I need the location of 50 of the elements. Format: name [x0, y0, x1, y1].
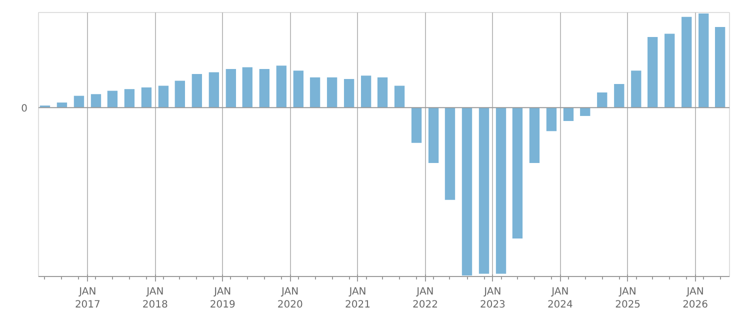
bar — [74, 96, 84, 108]
bar — [478, 108, 490, 274]
bar — [107, 90, 118, 108]
bar — [360, 76, 372, 108]
bar — [411, 108, 422, 143]
bar — [310, 77, 320, 108]
bar — [682, 16, 692, 108]
bar — [192, 74, 202, 108]
bar — [512, 108, 523, 239]
x-tick-label: JAN 2026 — [682, 286, 708, 311]
bar — [259, 68, 270, 108]
bar — [714, 26, 726, 108]
bar — [293, 70, 304, 108]
bar — [90, 94, 102, 108]
ref-line-label: 0 — [21, 104, 28, 115]
bar — [242, 67, 252, 108]
bar — [698, 14, 709, 108]
bar — [648, 37, 658, 108]
x-tick-label: JAN 2022 — [412, 286, 438, 311]
x-tick-label: JAN 2021 — [345, 286, 370, 311]
bar — [546, 108, 557, 132]
bar — [344, 79, 354, 108]
bar — [394, 86, 405, 108]
bar — [563, 108, 574, 121]
bar — [141, 87, 152, 108]
bar — [664, 34, 675, 108]
bar — [276, 66, 286, 108]
bar — [428, 108, 439, 163]
bar — [226, 68, 236, 108]
bar — [326, 77, 338, 108]
bar — [124, 89, 135, 108]
bar — [444, 108, 456, 200]
x-tick-label: JAN 2018 — [142, 286, 168, 311]
bar — [462, 108, 472, 276]
x-tick-label: JAN 2025 — [615, 286, 641, 311]
bar — [597, 92, 608, 108]
x-tick-label: JAN 2020 — [277, 286, 303, 311]
x-tick-label: JAN 2023 — [480, 286, 506, 311]
bar — [580, 108, 590, 116]
bar — [529, 108, 540, 163]
bar — [174, 80, 185, 108]
x-tick-label: JAN 2017 — [74, 286, 100, 311]
bar — [377, 77, 388, 108]
x-tick-label: JAN 2019 — [210, 286, 236, 311]
bar — [496, 108, 506, 274]
bar — [208, 72, 220, 108]
bar — [631, 70, 642, 108]
x-tick-label: JAN 2024 — [547, 286, 573, 311]
bar — [158, 86, 169, 108]
bar — [614, 84, 624, 108]
